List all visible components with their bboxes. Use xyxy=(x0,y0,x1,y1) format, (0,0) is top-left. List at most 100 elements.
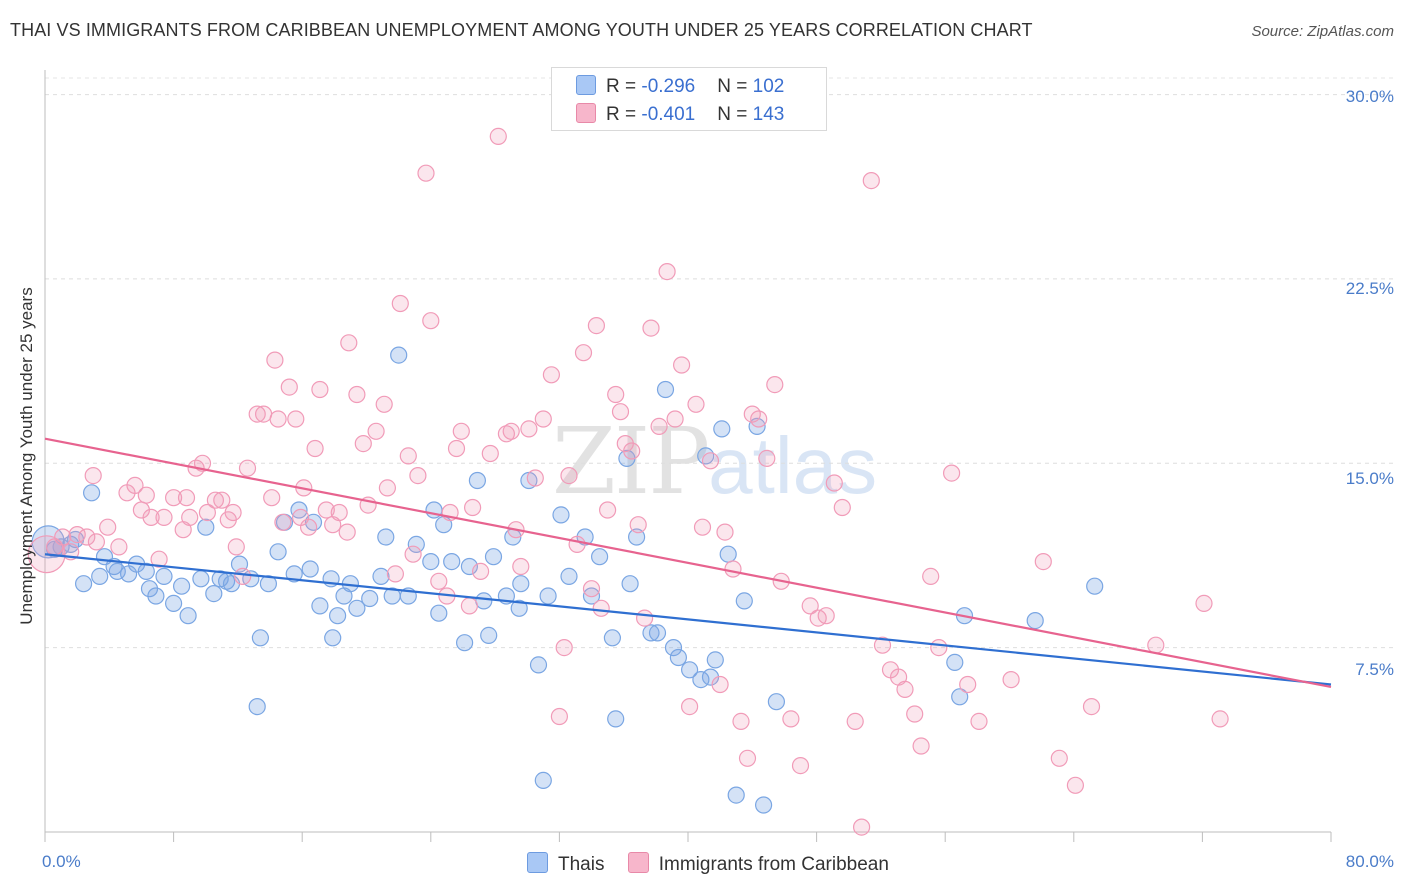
thais-point xyxy=(91,567,109,586)
thais-point xyxy=(165,594,183,613)
caribbean-point xyxy=(472,562,490,581)
caribbean-point xyxy=(87,533,106,551)
trend-lines xyxy=(44,437,1332,689)
caribbean-point xyxy=(227,538,245,556)
thais-point xyxy=(74,575,93,593)
axes xyxy=(44,70,1332,842)
legend-n-label: N = xyxy=(717,104,753,125)
thais-point xyxy=(1026,611,1044,630)
thais-point xyxy=(460,557,478,576)
thais-point xyxy=(480,626,498,645)
caribbean-point xyxy=(142,508,160,527)
thais-point xyxy=(173,577,191,595)
caribbean-point xyxy=(375,395,393,413)
caribbean-point xyxy=(348,385,366,404)
caribbean-point xyxy=(555,638,573,657)
thais-point xyxy=(192,570,210,588)
caribbean-point xyxy=(825,474,843,492)
caribbean-point xyxy=(1034,552,1052,571)
caribbean-point xyxy=(852,818,871,836)
thais-point xyxy=(259,575,277,593)
legend-swatch-caribbean xyxy=(627,852,649,873)
caribbean-point xyxy=(912,737,930,755)
caribbean-point xyxy=(650,417,668,435)
caribbean-point xyxy=(422,312,440,330)
caribbean-point xyxy=(269,410,287,428)
caribbean-point xyxy=(817,607,835,625)
thais-point xyxy=(197,518,215,536)
caribbean-point xyxy=(672,356,691,374)
caribbean-point xyxy=(833,498,851,517)
caribbean-point xyxy=(266,351,284,369)
thais-point xyxy=(680,661,699,679)
thais-point xyxy=(582,587,601,605)
caribbean-point xyxy=(526,469,544,487)
caribbean-point xyxy=(846,712,864,731)
thais-point xyxy=(304,513,323,531)
caribbean-point xyxy=(1211,710,1229,728)
caribbean-point xyxy=(629,516,647,534)
caribbean-point xyxy=(110,538,128,556)
caribbean-point xyxy=(399,447,417,465)
caribbean-point xyxy=(716,523,734,541)
caribbean-trend-line xyxy=(44,437,1332,689)
caribbean-point xyxy=(460,597,478,615)
caribbean-point xyxy=(922,567,940,586)
caribbean-point xyxy=(464,498,482,517)
legend-swatch-caribbean xyxy=(576,103,596,123)
thais-point xyxy=(147,587,165,605)
caribbean-point xyxy=(906,705,924,723)
caribbean-point xyxy=(1147,636,1165,654)
caribbean-point xyxy=(165,489,183,507)
thais-point xyxy=(456,634,474,652)
thais-point xyxy=(590,548,609,566)
caribbean-point xyxy=(481,444,499,463)
caribbean-point xyxy=(489,127,507,145)
thais-point xyxy=(422,552,440,571)
thais-point xyxy=(205,584,223,603)
caribbean-point xyxy=(1082,697,1101,716)
caribbean-point xyxy=(791,756,810,775)
caribbean-point xyxy=(801,597,819,615)
caribbean-point xyxy=(181,508,199,527)
thais-point xyxy=(735,592,753,610)
caribbean-point xyxy=(430,572,448,590)
caribbean-point xyxy=(404,545,422,563)
caribbean-point xyxy=(317,501,335,519)
thais-point xyxy=(324,629,342,647)
caribbean-point xyxy=(206,491,224,509)
caribbean-point xyxy=(587,317,606,335)
thais-point xyxy=(329,607,347,625)
legend-swatch-thais xyxy=(527,852,548,873)
thais-point xyxy=(251,629,269,647)
caribbean-point xyxy=(666,410,684,428)
caribbean-point xyxy=(263,489,281,507)
caribbean-point xyxy=(1050,749,1068,767)
caribbean-point xyxy=(224,503,242,522)
caribbean-point xyxy=(635,609,654,627)
caribbean-point xyxy=(330,503,348,522)
x-tick-label-min: 0.0% xyxy=(42,852,81,871)
thais-point xyxy=(407,535,425,554)
thais-point xyxy=(713,420,731,438)
thais-point xyxy=(669,648,688,667)
caribbean-point xyxy=(150,550,168,568)
caribbean-point xyxy=(598,501,617,519)
caribbean-point xyxy=(873,636,892,654)
thais-point xyxy=(648,624,667,642)
thais-point xyxy=(539,587,557,605)
legend-swatch-thais xyxy=(576,75,596,95)
caribbean-point xyxy=(99,518,117,536)
caribbean-point xyxy=(1066,776,1085,794)
data-points xyxy=(27,127,1229,836)
caribbean-point xyxy=(311,380,329,399)
caribbean-point xyxy=(386,565,404,583)
caribbean-point xyxy=(693,518,712,536)
caribbean-point xyxy=(750,410,768,428)
series-legend: Thais Immigrants from Caribbean xyxy=(527,852,907,876)
caribbean-point xyxy=(126,476,144,494)
thais-point xyxy=(946,653,964,672)
caribbean-point xyxy=(367,422,385,440)
caribbean-point xyxy=(782,710,800,728)
thais-point xyxy=(361,589,379,608)
